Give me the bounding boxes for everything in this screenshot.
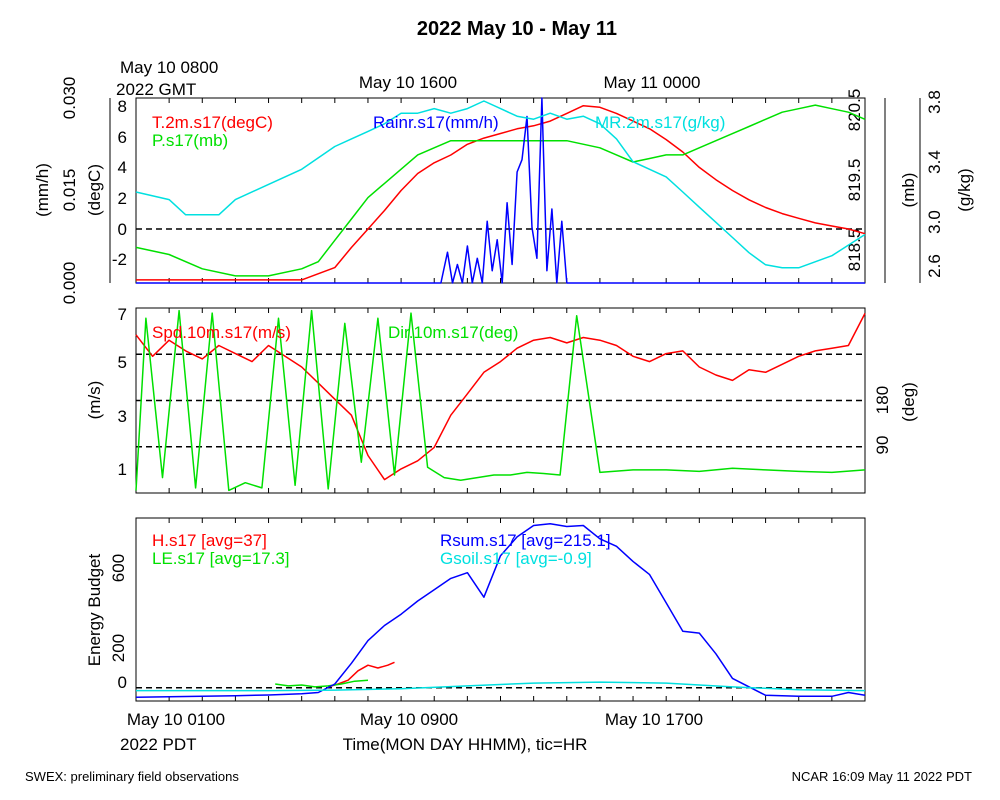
top-tick-label-0: May 10 0800 xyxy=(120,58,218,77)
top-tick-label-2: May 11 0000 xyxy=(603,73,700,92)
series-layer xyxy=(135,97,866,701)
series-line-t-2m-s17-degc xyxy=(136,104,866,281)
top-tick-label-1: May 10 1600 xyxy=(359,73,457,92)
rain-axis-label: (mm/h) xyxy=(33,163,52,217)
top-zone-label: 2022 GMT xyxy=(116,80,196,99)
mixing-ratio-tick-0: 2.6 xyxy=(925,254,944,278)
speed-tick-0: 1 xyxy=(118,460,127,479)
legend-gsoil-s17-avg-0-9: Gsoil.s17 [avg=-0.9] xyxy=(440,549,592,568)
temp-tick-0: -2 xyxy=(112,250,127,269)
legend-rsum-s17-avg-215-1: Rsum.s17 [avg=215.1] xyxy=(440,531,611,550)
bottom-tick-label-1: May 10 0900 xyxy=(360,710,458,729)
energy-tick-0: 0 xyxy=(118,673,127,692)
legend-p-s17-mb: P.s17(mb) xyxy=(152,131,228,150)
bottom-zone-label: 2022 PDT xyxy=(120,735,197,754)
series-line-le-s17-avg-17-3 xyxy=(275,679,369,688)
direction-tick-1: 180 xyxy=(873,386,892,414)
footer-left: SWEX: preliminary field observations xyxy=(25,769,239,784)
temp-tick-4: 6 xyxy=(118,128,127,147)
mixing-ratio-axis-label: (g/kg) xyxy=(955,168,974,211)
legend-layer: T.2m.s17(degC)P.s17(mb) Rainr.s17(mm/h) MR… xyxy=(152,113,725,568)
rain-tick-0: 0.000 xyxy=(60,262,79,305)
temp-tick-5: 8 xyxy=(118,97,127,116)
series-line-rainr-s17-mm-h xyxy=(136,97,865,284)
energy-axis-label: Energy Budget xyxy=(85,553,104,666)
legend-h-s17-avg-37: H.s17 [avg=37] xyxy=(152,531,267,550)
legend-t-2m-s17-degc: T.2m.s17(degC) xyxy=(152,113,273,132)
bottom-tick-label-2: May 10 1700 xyxy=(605,710,703,729)
series-line-h-s17-avg-37 xyxy=(327,661,395,688)
temp-tick-3: 4 xyxy=(118,158,127,177)
pressure-tick-2: 820.5 xyxy=(845,89,864,132)
pressure-axis-label: (mb) xyxy=(899,173,918,208)
temp-tick-1: 0 xyxy=(118,220,127,239)
pressure-tick-0: 818.5 xyxy=(845,229,864,272)
x-axis-label: Time(MON DAY HHMM), tic=HR xyxy=(343,735,588,754)
series-line-dir-10m-s17-deg xyxy=(135,309,866,492)
mixing-ratio-tick-2: 3.4 xyxy=(925,150,944,174)
rain-tick-1: 0.015 xyxy=(60,169,79,212)
energy-tick-2: 600 xyxy=(109,554,128,582)
speed-tick-1: 3 xyxy=(118,407,127,426)
legend-rainr-s17-mm-h: Rainr.s17(mm/h) xyxy=(373,113,499,132)
direction-axis-label: (deg) xyxy=(899,382,918,422)
series-line-rsum-s17-avg-215-1 xyxy=(135,522,866,698)
footer-right: NCAR 16:09 May 11 2022 PDT xyxy=(792,769,972,784)
series-line-p-s17-mb xyxy=(135,104,866,277)
temp-axis-label: (degC) xyxy=(85,164,104,216)
mixing-ratio-tick-1: 3.0 xyxy=(925,210,944,234)
legend-mr-2m-s17-g-kg: MR.2m.s17(g/kg) xyxy=(595,113,725,132)
series-line-mr-2m-s17-g-kg xyxy=(135,100,866,269)
bottom-tick-label-0: May 10 0100 xyxy=(127,710,225,729)
legend-dir-10m-s17-deg: Dir.10m.s17(deg) xyxy=(388,323,518,342)
legend-le-s17-avg-17-3: LE.s17 [avg=17.3] xyxy=(152,549,290,568)
speed-tick-3: 7 xyxy=(118,305,127,324)
speed-axis-label: (m/s) xyxy=(85,381,104,420)
energy-tick-1: 200 xyxy=(109,634,128,662)
mixing-ratio-tick-3: 3.8 xyxy=(925,90,944,114)
direction-tick-0: 90 xyxy=(873,436,892,455)
rain-tick-2: 0.030 xyxy=(60,77,79,120)
series-line-spd-10m-s17-m-s xyxy=(135,313,866,481)
series-line-gsoil-s17-avg-0-9 xyxy=(136,681,866,692)
speed-tick-2: 5 xyxy=(118,353,127,372)
pressure-tick-1: 819.5 xyxy=(845,159,864,202)
temp-tick-2: 2 xyxy=(118,189,127,208)
legend-spd-10m-s17-m-s: Spd.10m.s17(m/s) xyxy=(152,323,291,342)
chart-title: 2022 May 10 - May 11 xyxy=(417,18,617,40)
